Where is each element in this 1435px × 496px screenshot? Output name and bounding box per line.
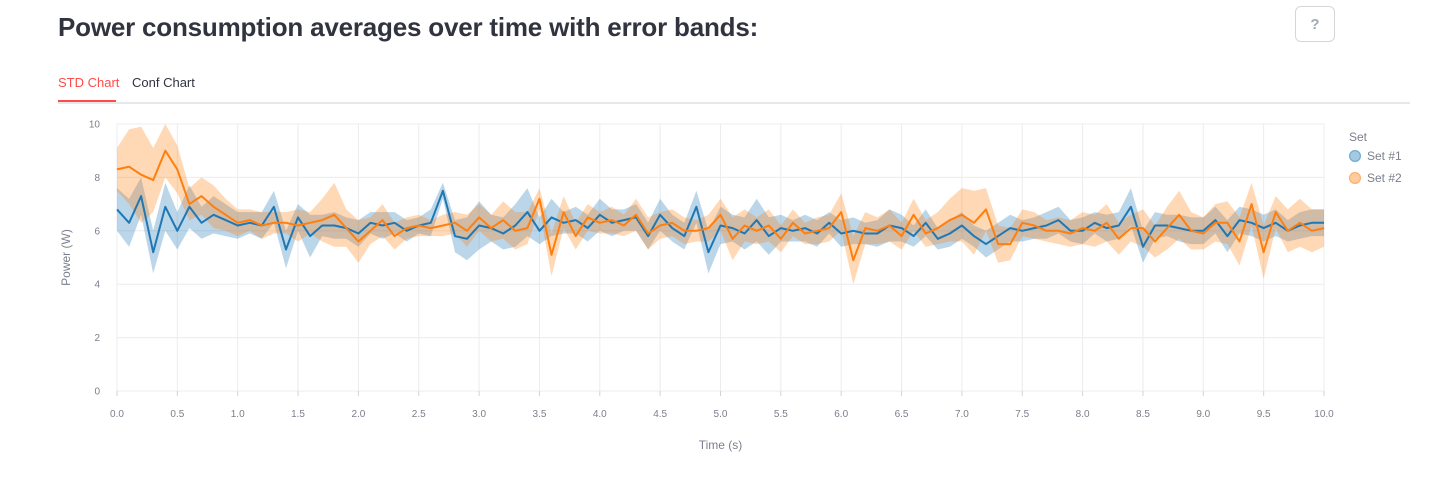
x-tick-label: 7.5 [1015,409,1029,420]
active-tab-indicator [58,100,116,102]
x-tick-label: 5.5 [774,409,788,420]
x-tick-label: 8.0 [1076,409,1090,420]
y-tick-label: 10 [89,120,101,131]
x-axis-ticks: 0.0 0.5 1.0 1.5 2.0 2.5 3.0 3.5 4.0 4.5 5.0 5.5 6.0 6… [110,391,1334,420]
x-tick-label: 3.5 [532,409,546,420]
x-tick-label: 1.0 [231,409,245,420]
y-axis-title: Power (W) [59,229,73,286]
x-tick-label: 0.0 [110,409,124,420]
legend-swatch-set-1 [1348,149,1362,163]
legend-swatch-set-2 [1348,171,1362,185]
x-tick-label: 7.0 [955,409,969,420]
y-tick-label: 6 [94,226,100,237]
y-tick-label: 4 [94,280,100,291]
legend: Set Set #1 Set #2 [1348,130,1402,185]
help-button[interactable]: ? [1295,6,1335,42]
legend-label-set-2: Set #2 [1367,171,1402,185]
series-lines [116,149,1325,262]
x-axis-title: Time (s) [699,438,743,452]
x-tick-label: 1.5 [291,409,305,420]
legend-title: Set [1349,130,1368,144]
error-band-set-2 [117,124,1324,285]
x-tick-label: 4.0 [593,409,607,420]
x-tick-label: 0.5 [170,409,184,420]
x-tick-label: 6.5 [895,409,909,420]
x-tick-label: 9.5 [1257,409,1271,420]
x-tick-label: 2.0 [351,409,365,420]
y-tick-label: 8 [94,173,100,184]
x-tick-label: 5.0 [714,409,728,420]
tab-std-chart[interactable]: STD Chart [58,75,120,90]
x-tick-label: 3.0 [472,409,486,420]
page-title: Power consumption averages over time wit… [58,12,759,42]
legend-label-set-1: Set #1 [1367,149,1402,163]
y-tick-label: 0 [94,387,100,398]
tab-bar: STD Chart Conf Chart [58,66,1410,104]
series-line-set-1 [116,189,1324,254]
x-tick-label: 8.5 [1136,409,1150,420]
y-tick-label: 2 [94,333,100,344]
x-tick-label: 9.0 [1196,409,1210,420]
tab-conf-chart[interactable]: Conf Chart [132,75,195,90]
x-tick-label: 6.0 [834,409,848,420]
y-axis-ticks: 0 2 4 6 8 10 [89,120,101,398]
power-chart[interactable]: 0.0 0.5 1.0 1.5 2.0 2.5 3.0 3.5 4.0 4.5 5.0 5.5 6.0 6… [0,110,1435,470]
x-tick-label: 4.5 [653,409,667,420]
x-tick-label: 2.5 [412,409,426,420]
series-line-set-2 [116,149,1325,262]
x-tick-label: 10.0 [1314,409,1334,420]
